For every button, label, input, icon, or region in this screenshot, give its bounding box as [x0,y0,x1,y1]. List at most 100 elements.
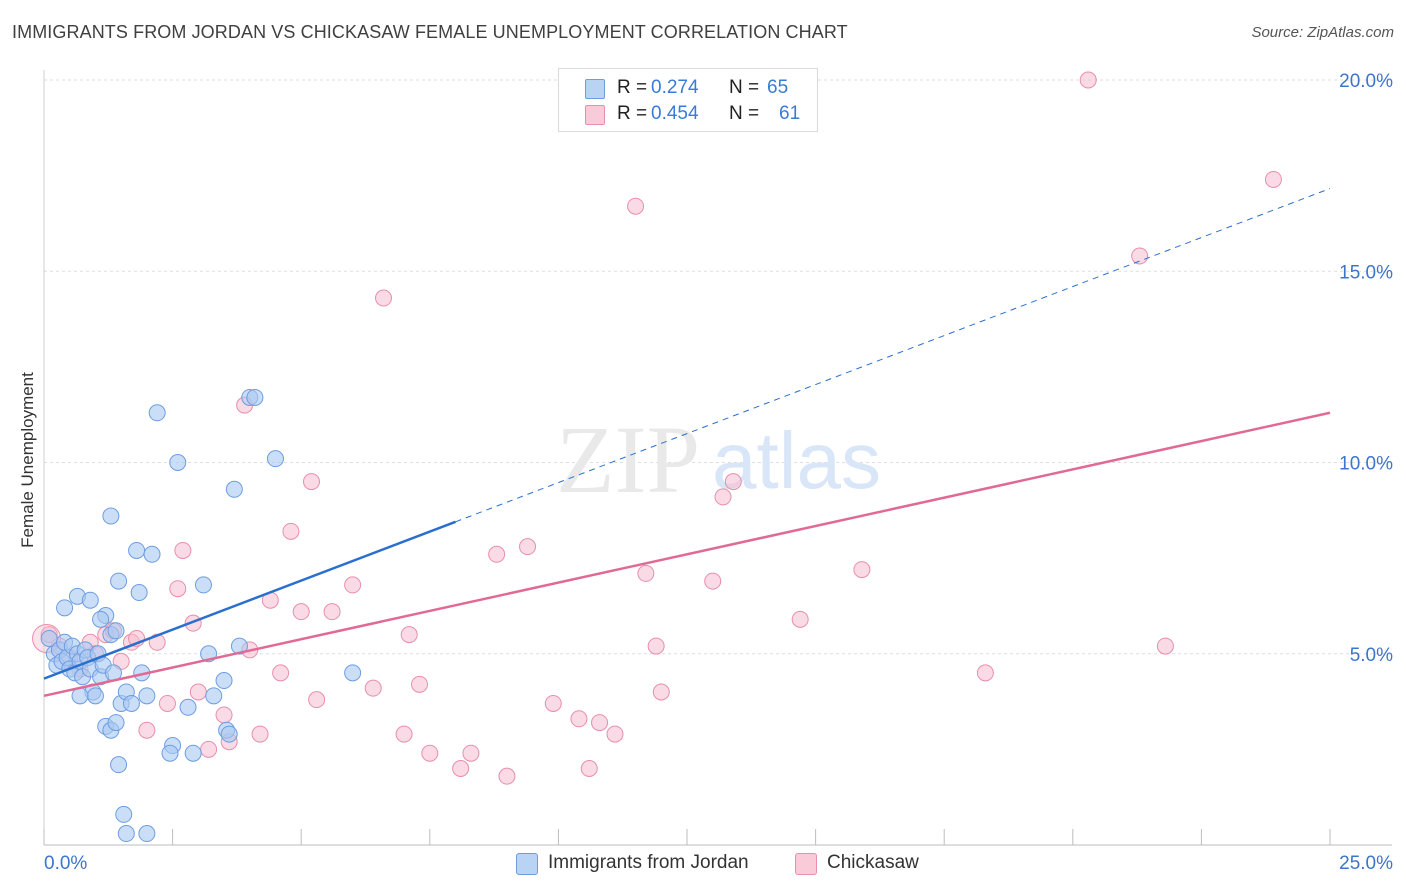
n-label: N = [729,77,760,98]
chickasaw-point [452,760,470,777]
chickasaw-point [591,714,609,732]
chart-title: IMMIGRANTS FROM JORDAN VS CHICKASAW FEMA… [12,22,848,42]
jordan-point [130,584,148,602]
chickasaw-point [570,710,588,728]
jordan-point [102,507,120,525]
legend-label-jordan: Immigrants from Jordan [548,852,749,873]
chickasaw-point [1079,71,1097,89]
n-value: 65 [767,77,789,98]
chickasaw-point [853,561,871,579]
jordan-point [179,698,197,716]
jordan-point [161,744,179,762]
jordan-trend-extension [455,188,1331,523]
chickasaw-point [169,580,187,598]
chickasaw-point [652,683,670,701]
chickasaw-point [395,725,413,743]
chickasaw-point [724,473,742,491]
chickasaw-point [714,488,732,506]
r-value: 0.454 [651,103,699,124]
jordan-point [122,694,140,712]
r-value: 0.274 [651,77,699,98]
chickasaw-point [158,694,176,712]
jordan-point [81,591,99,609]
r-label: R = [617,77,648,98]
chickasaw-point [606,725,624,743]
chickasaw-point [215,706,233,724]
chickasaw-point [200,740,218,758]
legend-label-chickasaw: Chickasaw [827,852,919,873]
chickasaw-point [976,664,994,682]
watermark: ZIP atlas [556,406,881,513]
jordan-point [128,541,146,559]
r-label: R = [617,103,648,124]
jordan-point [138,687,156,705]
chickasaw-point [400,626,418,644]
y-axis-label: Female Unemployment [18,372,37,548]
jordan-point [143,545,161,563]
chickasaw-point [488,545,506,563]
jordan-point [138,825,156,843]
chickasaw-point [308,691,326,709]
chickasaw-point [282,522,300,540]
jordan-point [266,450,284,468]
chickasaw-point [1264,170,1282,188]
jordan-swatch [585,79,605,99]
correlation-legend: R = 0.274 N = 65 R = 0.454 N = 61 [558,68,818,132]
chickasaw-point [364,679,382,697]
gridlines [44,79,1392,655]
y-tick-label: 15.0% [1339,262,1393,283]
chickasaw-point [138,721,156,739]
chickasaw-trend-line [43,411,1331,698]
chickasaw-point [498,767,516,785]
chickasaw-point [519,538,537,556]
jordan-point [169,454,187,471]
jordan-point [148,404,166,422]
jordan-point [194,576,212,594]
chickasaw-point [189,683,207,701]
chickasaw-point [791,610,809,628]
source-label: Source: ZipAtlas.com [1251,24,1394,41]
chickasaw-point [251,725,269,743]
jordan-point [184,744,202,762]
chickasaw-point [704,572,722,590]
jordan-trend-line [43,520,456,680]
chickasaw-point [323,603,341,621]
trend-lines [43,188,1331,698]
jordan-point [56,599,74,617]
tick-labels: 5.0% 10.0% 15.0% 20.0% 0.0% 25.0% [44,71,1393,874]
y-tick-label: 20.0% [1339,71,1393,92]
x-tick-label: 25.0% [1339,853,1393,874]
jordan-point [86,687,104,705]
jordan-point [110,572,128,590]
jordan-point [107,622,125,640]
chickasaw-point [302,473,320,491]
chickasaw-points [32,71,1282,785]
jordan-point [107,714,125,732]
jordan-point [110,756,128,774]
chickasaw-point [637,564,655,582]
jordan-point [92,610,110,628]
jordan-point [344,664,362,682]
jordan-point [220,725,238,743]
chickasaw-point [580,760,598,777]
jordan-swatch [516,853,538,875]
chickasaw-point [462,744,480,762]
jordan-point [225,480,243,498]
y-tick-label: 5.0% [1350,645,1393,666]
jordan-point [215,672,233,690]
chickasaw-swatch [585,105,605,125]
chickasaw-point [647,637,665,655]
chickasaw-point [544,694,562,712]
chickasaw-point [292,603,310,621]
jordan-point [230,637,248,655]
n-label: N = [729,103,760,124]
chickasaw-point [411,675,429,693]
chickasaw-point [627,197,645,215]
chickasaw-point [1156,637,1174,655]
chickasaw-point [272,664,290,682]
y-tick-label: 10.0% [1339,454,1393,475]
chickasaw-point [174,541,192,559]
watermark-atlas: atlas [712,416,881,505]
x-tick-label: 0.0% [44,853,87,874]
